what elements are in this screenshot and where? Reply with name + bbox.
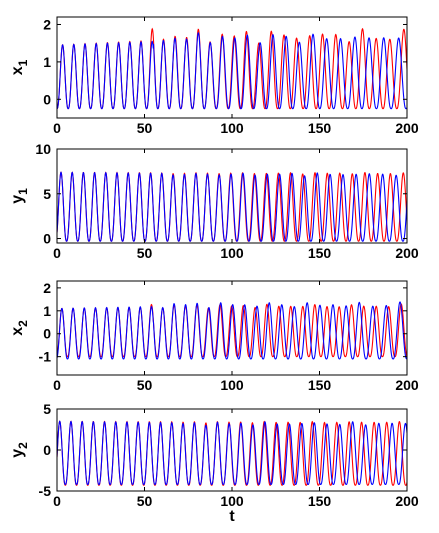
y-tick-label: 2 xyxy=(43,16,51,32)
x-tick-label: 100 xyxy=(220,377,244,393)
y-tick-label: 0 xyxy=(43,442,51,458)
x-tick-label: 150 xyxy=(308,245,332,261)
x-tick-label: 100 xyxy=(220,245,244,261)
x-tick-label: 50 xyxy=(137,377,153,393)
y-tick-label: 1 xyxy=(43,54,51,70)
panel-1: 0 50 100 150 200 0 1 2 x1 xyxy=(9,16,419,136)
x-tick-label: 150 xyxy=(308,377,332,393)
x-tick-label: 50 xyxy=(137,245,153,261)
y-tick-label: 2 xyxy=(43,280,51,296)
x-tick-label: 200 xyxy=(395,245,419,261)
series-line-blue xyxy=(57,420,407,486)
y-axis-label: x2 xyxy=(9,320,30,336)
y-tick-label: 1 xyxy=(43,303,51,319)
y-tick-label: -1 xyxy=(39,349,52,365)
x-tick-label: 150 xyxy=(308,120,332,136)
panel-2: 0 50 100 150 200 0 5 10 y1 xyxy=(9,141,419,261)
y-tick-label: 10 xyxy=(35,141,51,157)
x-tick-label: 0 xyxy=(53,493,61,509)
series-line-blue xyxy=(57,171,407,242)
x-tick-label: 0 xyxy=(53,245,61,261)
y-axis-label: y1 xyxy=(9,188,30,204)
y-axis-label: x1 xyxy=(9,59,30,75)
y-tick-label: 0 xyxy=(43,326,51,342)
x-tick-label: 150 xyxy=(308,493,332,509)
y-tick-label: 0 xyxy=(43,91,51,107)
y-tick-label: 0 xyxy=(43,231,51,247)
x-tick-label: 0 xyxy=(53,377,61,393)
x-tick-label: 50 xyxy=(137,493,153,509)
series-line-blue xyxy=(57,32,407,110)
y-tick-label: -5 xyxy=(39,483,52,499)
x-tick-label: 200 xyxy=(395,377,419,393)
x-tick-label: 200 xyxy=(395,493,419,509)
x-axis-label: t xyxy=(229,508,235,525)
y-tick-label: 5 xyxy=(43,401,51,417)
x-tick-label: 200 xyxy=(395,120,419,136)
y-axis-label: y2 xyxy=(9,442,30,458)
x-tick-label: 0 xyxy=(53,120,61,136)
x-tick-label: 50 xyxy=(137,120,153,136)
series-line-blue xyxy=(57,301,407,360)
x-tick-label: 100 xyxy=(220,493,244,509)
y-tick-label: 5 xyxy=(43,186,51,202)
x-tick-label: 100 xyxy=(220,120,244,136)
